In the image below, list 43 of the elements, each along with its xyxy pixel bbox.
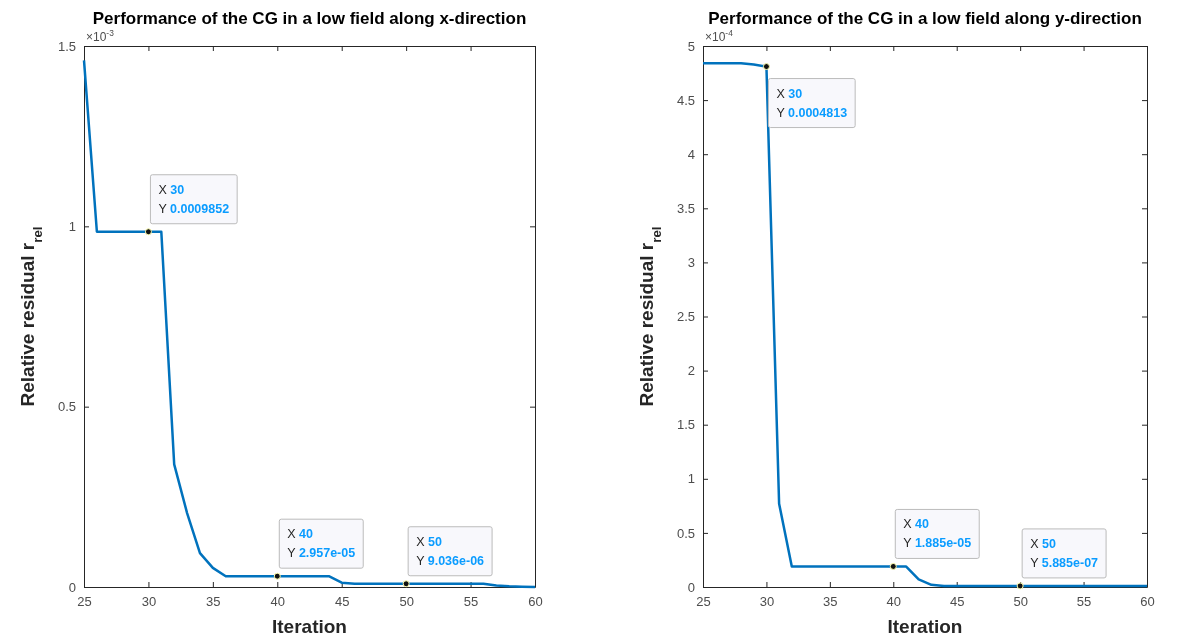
- x-tick-label: 40: [270, 594, 286, 610]
- chart-title: Performance of the CG in a low field along y-direction: [708, 9, 1142, 28]
- annotation: X 50 Y 5.885e-07: [1030, 536, 1099, 570]
- y-tick-label: 0: [687, 579, 695, 595]
- x-tick-label: 60: [1140, 594, 1155, 610]
- text: ×10$^{-3}$: [86, 28, 115, 44]
- y-tick-label: 1: [68, 218, 76, 234]
- x-tick-label: 50: [399, 594, 414, 610]
- y-tick-label: 1.5: [676, 417, 695, 433]
- y-tick-label: 4.5: [676, 92, 695, 108]
- x-tick-label: 25: [696, 594, 711, 610]
- y-tick-label: 0: [68, 579, 76, 595]
- annotation: X 40 Y 1.885e-05: [903, 517, 972, 551]
- y-tick-label: 2.5: [676, 309, 695, 325]
- y-tick-label: 4: [687, 146, 695, 162]
- x-axis-title: Iteration: [272, 616, 347, 636]
- y-tick-label: 2: [687, 363, 695, 379]
- x-tick-label: 35: [823, 594, 838, 610]
- y-tick-label: 1.5: [57, 38, 76, 54]
- y-tick-label: 3: [687, 255, 695, 271]
- chart-title: Performance of the CG in a low field along x-direction: [92, 9, 527, 28]
- x-tick-label: 50: [1013, 594, 1028, 610]
- y-tick-label: 1: [687, 471, 695, 487]
- x-tick-label: 30: [759, 594, 775, 610]
- y-tick-label: 3.5: [676, 200, 695, 216]
- annotation: X 40 Y 2.957e-05: [287, 527, 356, 561]
- x-tick-label: 25: [77, 594, 92, 610]
- x-axis-title: Iteration: [887, 616, 963, 636]
- x-tick-label: 55: [1076, 594, 1092, 610]
- y-tick-label: 0.5: [57, 399, 76, 415]
- x-tick-label: 55: [463, 594, 479, 610]
- annotation: X 30 Y 0.0004813: [776, 86, 848, 120]
- x-tick-label: 45: [949, 594, 965, 610]
- x-tick-label: 45: [334, 594, 350, 610]
- x-tick-label: 35: [206, 594, 221, 610]
- annotation: X 30 Y 0.0009852: [158, 182, 230, 216]
- x-tick-label: 30: [141, 594, 157, 610]
- x-tick-label: 60: [528, 594, 543, 610]
- annotation: X 50 Y 9.036e-06: [416, 534, 485, 568]
- y-tick-label: 0.5: [676, 525, 695, 541]
- y-tick-label: 5: [687, 38, 695, 54]
- x-tick-label: 40: [886, 594, 902, 610]
- text: ×10$^{-4}$: [705, 28, 734, 44]
